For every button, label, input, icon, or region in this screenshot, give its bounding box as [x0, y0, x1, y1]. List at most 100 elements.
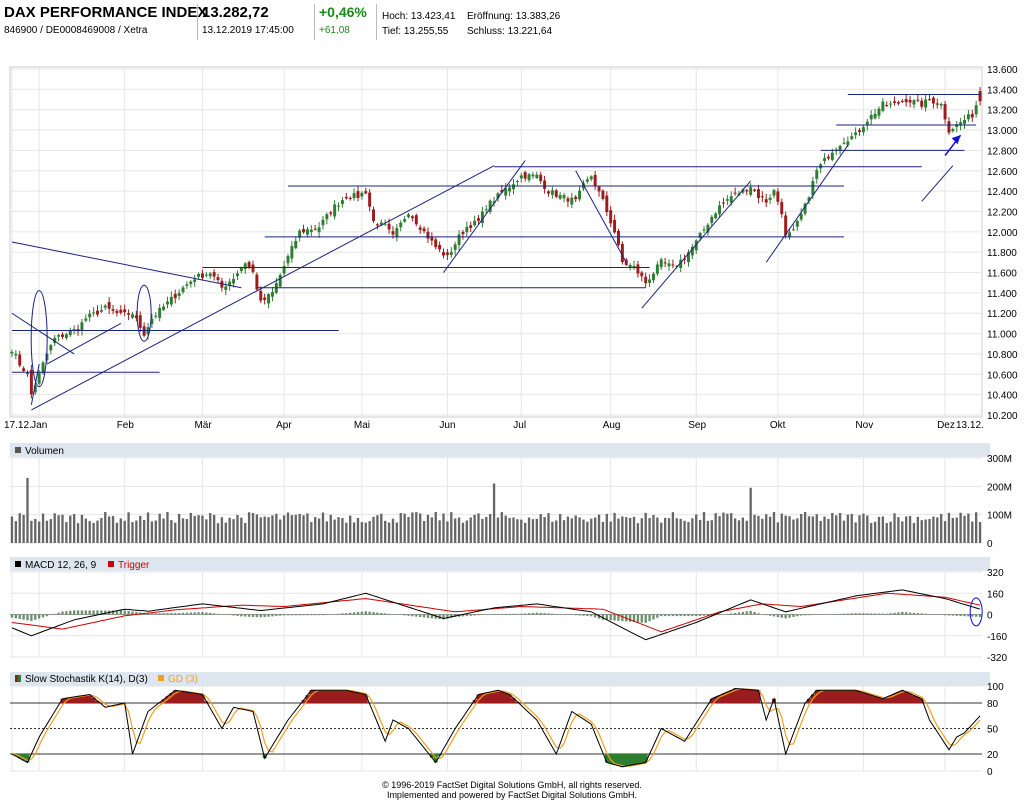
- macd-histogram-bar: [551, 613, 554, 615]
- volume-bar: [302, 515, 305, 543]
- candle-body: [340, 200, 344, 205]
- macd-histogram-bar: [123, 610, 126, 615]
- volume-legend-swatch: [15, 447, 21, 453]
- annotation-arrow-head: [951, 135, 961, 145]
- macd-histogram-bar: [811, 614, 815, 616]
- macd-histogram-bar: [255, 614, 259, 618]
- macd-histogram-bar: [415, 614, 418, 617]
- volume-bar: [376, 515, 379, 543]
- macd-histogram-bar: [271, 614, 274, 617]
- macd-histogram-bar: [181, 612, 185, 615]
- candle-body: [477, 218, 480, 221]
- candle-body: [480, 211, 484, 224]
- candle-body: [543, 180, 547, 189]
- candle-body: [745, 190, 749, 192]
- volume-bar: [873, 521, 877, 543]
- volume-bar: [710, 520, 713, 543]
- volume-bar: [877, 516, 881, 543]
- macd-histogram-bar: [345, 613, 348, 615]
- volume-bar: [22, 514, 25, 543]
- candle-body: [368, 192, 372, 207]
- volume-bar: [419, 513, 422, 543]
- stochastic-y-tick-label: 20: [987, 750, 999, 761]
- macd-histogram-bar: [492, 613, 496, 615]
- volume-bar: [897, 517, 900, 543]
- macd-histogram-bar: [216, 613, 220, 615]
- candle-body: [554, 190, 558, 197]
- volume-bar: [590, 518, 593, 543]
- candle-body: [889, 103, 893, 105]
- macd-histogram-bar: [663, 614, 667, 617]
- candle-body: [519, 175, 523, 179]
- volume-bar: [757, 515, 760, 543]
- candle-body: [278, 274, 282, 287]
- candle-body: [951, 128, 955, 132]
- volume-bar: [955, 517, 958, 543]
- price-y-tick-label: 11.600: [987, 269, 1017, 280]
- macd-histogram-bar: [18, 614, 21, 619]
- candle-body: [597, 186, 601, 192]
- volume-bar: [978, 522, 982, 543]
- candle-body: [68, 330, 72, 336]
- macd-histogram-bar: [745, 611, 748, 615]
- macd-histogram-bar: [800, 614, 803, 616]
- macd-histogram-bar: [574, 614, 577, 616]
- candle-body: [885, 104, 889, 106]
- candle-body: [333, 204, 337, 217]
- macd-histogram-bar: [205, 612, 208, 615]
- volume-bar: [722, 512, 725, 543]
- volume-bar: [854, 522, 857, 543]
- volume-bar: [26, 477, 29, 543]
- volume-bar: [714, 513, 717, 543]
- candle-body: [784, 215, 788, 236]
- candle-body: [399, 222, 403, 228]
- volume-bar: [368, 521, 371, 543]
- candle-body: [224, 286, 228, 290]
- volume-bar: [792, 519, 795, 543]
- candle-body: [578, 190, 582, 200]
- candle-body: [570, 197, 574, 205]
- last-price: 13.282,72: [202, 4, 269, 21]
- candle-body: [395, 228, 399, 237]
- volume-bar: [193, 516, 196, 543]
- volume-bar: [632, 516, 636, 543]
- volume-bar: [936, 517, 939, 543]
- x-tick-label: Mai: [354, 420, 370, 431]
- candle-body: [239, 267, 243, 272]
- candle-body: [418, 227, 422, 230]
- macd-histogram-bar: [399, 614, 402, 616]
- candle-body: [64, 334, 68, 338]
- macd-histogram-bar: [780, 614, 783, 618]
- volume-bar: [520, 519, 523, 543]
- volume-bar: [702, 512, 706, 543]
- volume-bar: [811, 516, 815, 543]
- candle-body: [714, 213, 718, 219]
- volume-bar: [516, 519, 519, 543]
- macd-histogram-bar: [154, 613, 157, 615]
- volume-bar: [737, 520, 741, 543]
- macd-histogram-bar: [360, 611, 364, 615]
- volume-bar: [88, 521, 91, 543]
- candle-body: [550, 190, 554, 195]
- candle-body: [760, 196, 764, 198]
- candle-body: [298, 230, 302, 238]
- stochastic-d-line: [11, 688, 981, 767]
- volume-bar: [496, 517, 500, 543]
- candle-body: [900, 101, 904, 103]
- candle-body: [613, 219, 617, 233]
- volume-bar: [391, 518, 395, 543]
- candle-body: [282, 266, 286, 274]
- macd-histogram-bar: [660, 614, 663, 617]
- macd-histogram-bar: [644, 614, 647, 623]
- macd-histogram-bar: [516, 613, 519, 615]
- macd-histogram-bar: [321, 614, 325, 616]
- volume-bar: [621, 516, 624, 543]
- candle-body: [387, 223, 391, 230]
- macd-histogram-bar: [683, 614, 686, 617]
- powered-by-notice: Implemented and powered by FactSet Digit…: [386, 790, 638, 800]
- volume-bar: [41, 513, 45, 543]
- volume-bar: [838, 513, 842, 543]
- macd-histogram-bar: [539, 612, 542, 615]
- volume-bar: [652, 514, 655, 543]
- volume-bar: [905, 516, 908, 543]
